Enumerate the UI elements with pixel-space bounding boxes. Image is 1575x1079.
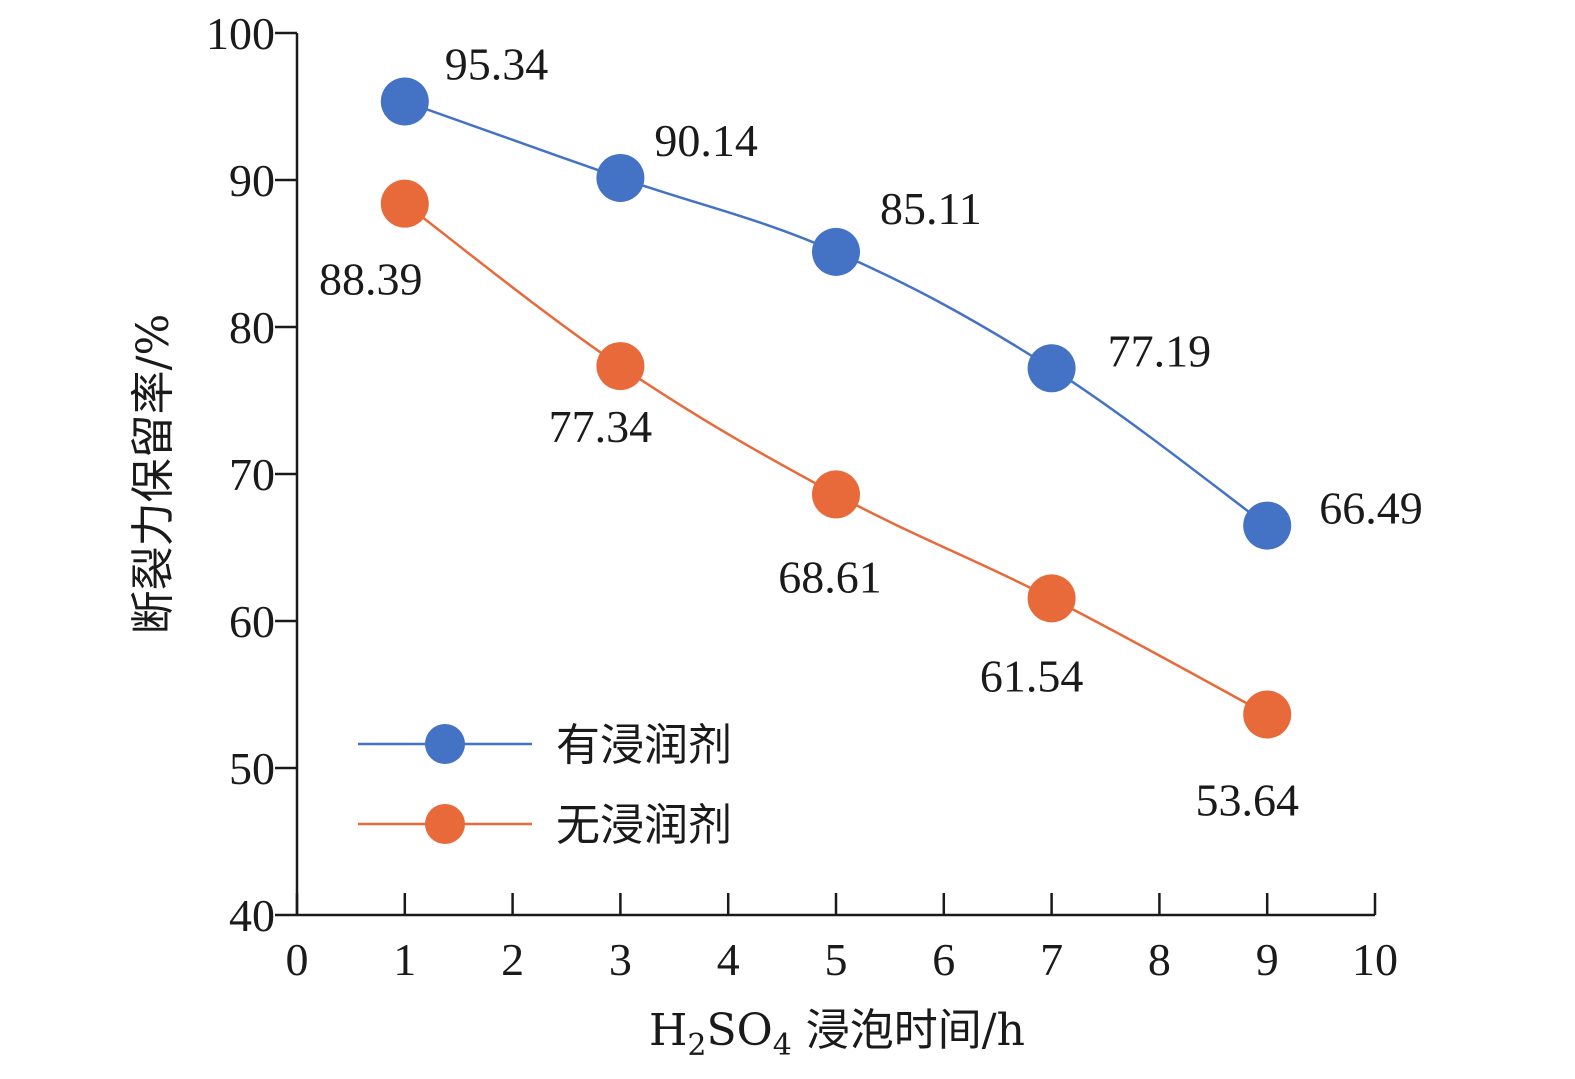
data-label: 77.19 [1108, 325, 1212, 376]
data-label: 90.14 [654, 115, 758, 166]
x-tick-label: 10 [1352, 934, 1398, 985]
legend-label: 有浸润剂 [556, 720, 732, 771]
x-tick-label: 9 [1256, 934, 1279, 985]
series-lines [404, 100, 1268, 716]
x-axis-title: H2SO4 浸泡时间/h [649, 1005, 1025, 1063]
data-point [596, 342, 645, 391]
y-tick-label: 70 [229, 449, 275, 500]
x-tick-label: 0 [286, 934, 309, 985]
x-tick-label: 8 [1148, 934, 1171, 985]
y-tick-label: 60 [229, 596, 275, 647]
series-line-0 [404, 100, 1268, 527]
legend-label: 无浸润剂 [556, 800, 732, 851]
y-tick-label: 90 [229, 155, 275, 206]
y-tick-label: 80 [229, 302, 275, 353]
y-axis-title: 断裂力保留率/% [128, 314, 179, 635]
data-label: 95.34 [445, 39, 549, 90]
y-tick-label: 50 [229, 743, 275, 794]
data-label: 68.61 [778, 551, 882, 602]
x-tick-label: 5 [825, 934, 848, 985]
x-tick-label: 4 [717, 934, 740, 985]
x-tick-label: 2 [501, 934, 524, 985]
data-label: 53.64 [1195, 774, 1299, 825]
data-point [1243, 690, 1292, 739]
data-label: 77.34 [549, 401, 653, 452]
x-tick-label: 7 [1040, 934, 1063, 985]
data-label: 61.54 [980, 650, 1084, 701]
data-point [812, 227, 860, 276]
data-point [1027, 574, 1076, 623]
series-points [380, 77, 1292, 739]
series-line-1 [404, 202, 1268, 716]
y-tick-label: 100 [206, 8, 275, 59]
data-label: 66.49 [1319, 483, 1423, 534]
data-point [1027, 344, 1076, 393]
x-tick-label: 1 [393, 934, 416, 985]
legend-marker [425, 724, 465, 764]
data-point [380, 77, 429, 126]
x-tick-label: 6 [932, 934, 955, 985]
x-tick-label: 3 [609, 934, 632, 985]
legend-marker [425, 804, 465, 844]
data-labels: 95.34 90.14 85.11 77.19 66.49 88.39 77.34 68.61… [319, 39, 1423, 826]
data-point [380, 179, 429, 228]
data-label: 85.11 [880, 183, 982, 234]
data-point [596, 153, 645, 202]
data-label: 88.39 [319, 254, 423, 305]
data-point [812, 470, 860, 519]
data-point [1243, 501, 1292, 550]
y-tick-label: 40 [229, 890, 275, 941]
ticks: 40 50 60 70 80 90 100 0 1 2 3 4 5 6 7 8 9 10 [206, 8, 1398, 985]
